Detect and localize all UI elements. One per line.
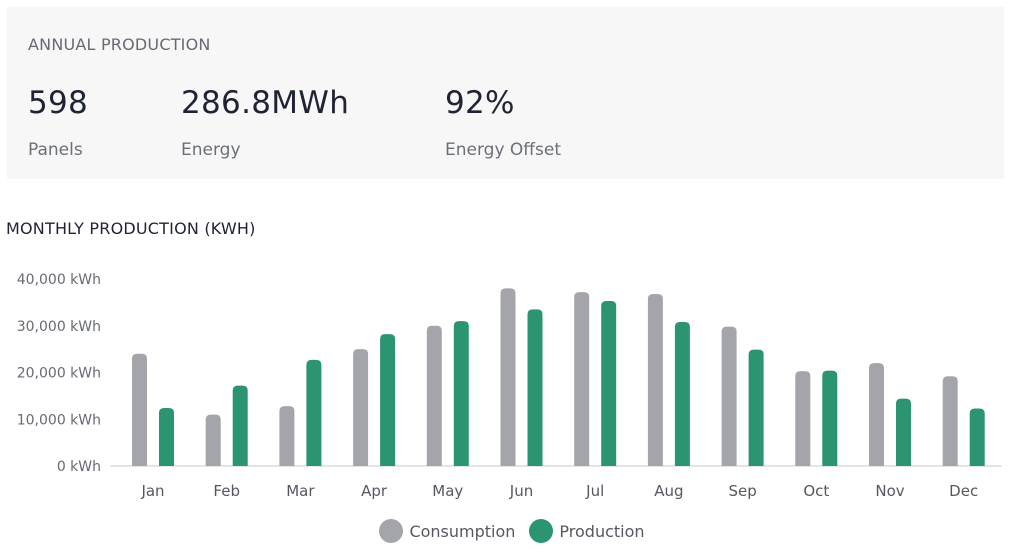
x-tick-label: Oct	[803, 482, 829, 500]
consumption-bar	[132, 353, 147, 466]
y-tick-label: 40,000 kWh	[17, 272, 101, 288]
stat-energy-offset: 92% Energy Offset	[445, 85, 561, 160]
production-bar	[306, 359, 322, 466]
production-bar	[380, 334, 396, 466]
consumption-bar	[500, 288, 516, 466]
legend-item-consumption[interactable]: Consumption	[379, 519, 515, 543]
production-bar	[159, 408, 174, 466]
x-tick-label: Jun	[509, 482, 533, 500]
y-tick-label: 20,000 kWh	[17, 366, 101, 382]
y-tick-label: 30,000 kWh	[17, 319, 101, 335]
production-bar	[748, 349, 764, 466]
legend-item-production[interactable]: Production	[529, 519, 645, 543]
y-tick-label: 0 kWh	[57, 459, 101, 475]
x-tick-label: Jan	[140, 482, 164, 500]
x-tick-label: Aug	[654, 482, 683, 500]
consumption-bar	[353, 349, 369, 466]
production-bar	[527, 309, 543, 466]
stat-energy: 286.8MWh Energy	[181, 85, 349, 160]
production-bar	[232, 385, 248, 466]
annual-production-panel: ANNUAL PRODUCTION 598 Panels 286.8MWh En…	[7, 7, 1004, 179]
production-bar	[601, 300, 617, 466]
consumption-bar	[869, 363, 884, 466]
energy-label: Energy	[181, 140, 241, 160]
consumption-bar	[942, 376, 958, 466]
production-bar	[822, 370, 838, 466]
legend-label-consumption: Consumption	[409, 521, 516, 541]
x-tick-label: Sep	[728, 482, 756, 500]
panels-label: Panels	[28, 140, 83, 160]
stat-panels: 598 Panels	[28, 85, 88, 160]
x-tick-label: Nov	[875, 482, 904, 500]
energy-offset-value: 92%	[445, 85, 515, 121]
monthly-production-title: MONTHLY PRODUCTION (KWH)	[6, 219, 256, 238]
panels-value: 598	[28, 85, 89, 121]
consumption-bar	[279, 406, 295, 466]
chart-legend: Consumption Production	[0, 518, 1024, 544]
x-tick-label: Mar	[286, 482, 315, 500]
production-bar	[896, 398, 911, 466]
production-bar	[453, 321, 469, 466]
production-swatch	[529, 519, 554, 543]
x-tick-label: Apr	[361, 482, 388, 500]
consumption-bar	[426, 325, 442, 466]
consumption-swatch	[379, 519, 404, 543]
production-bar	[969, 408, 985, 466]
x-tick-label: Jul	[585, 482, 604, 500]
annual-production-title: ANNUAL PRODUCTION	[28, 35, 211, 54]
consumption-bar	[647, 293, 663, 466]
legend-label-production: Production	[559, 521, 645, 541]
consumption-bar	[205, 414, 221, 466]
x-tick-label: Dec	[949, 482, 978, 500]
production-bar	[674, 322, 690, 466]
energy-offset-label: Energy Offset	[445, 140, 561, 160]
x-tick-label: May	[432, 482, 463, 500]
x-tick-label: Feb	[213, 482, 240, 500]
consumption-bar	[721, 326, 737, 466]
y-tick-label: 10,000 kWh	[17, 412, 101, 428]
consumption-bar	[795, 371, 811, 466]
energy-value: 286.8MWh	[181, 85, 350, 121]
consumption-bar	[574, 292, 590, 466]
